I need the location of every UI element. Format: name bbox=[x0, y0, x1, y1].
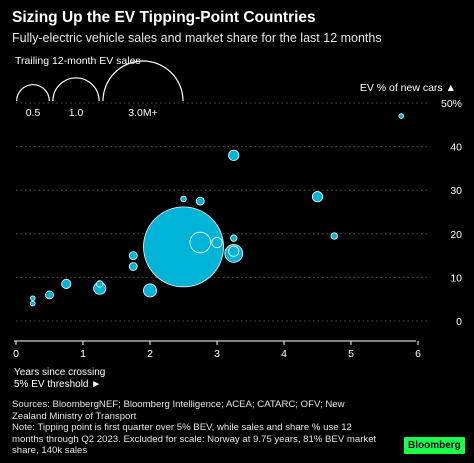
source-notes: Sources: BloombergNEF; Bloomberg Intelli… bbox=[12, 399, 392, 457]
data-bubble bbox=[128, 262, 138, 271]
y-axis-title: EV % of new cars ▲ bbox=[360, 82, 456, 94]
y-tick-label: 30 bbox=[450, 185, 462, 197]
chart-subtitle: Fully-electric vehicle sales and market … bbox=[12, 31, 382, 45]
y-tick-label: 0 bbox=[456, 316, 462, 328]
y-tick-label: 50% bbox=[441, 98, 462, 110]
size-legend-arc bbox=[52, 77, 100, 102]
size-legend-label: 0.5 bbox=[26, 107, 41, 119]
data-bubble bbox=[189, 231, 211, 254]
x-tick-label: 5 bbox=[348, 348, 354, 360]
data-bubble bbox=[311, 191, 324, 203]
data-bubble bbox=[211, 236, 223, 249]
x-tick-label: 0 bbox=[13, 348, 19, 360]
note-line3: share, 140k sales bbox=[12, 445, 88, 457]
x-tick-label: 2 bbox=[147, 348, 153, 360]
x-tick-label: 1 bbox=[80, 348, 86, 360]
data-bubble bbox=[195, 196, 205, 206]
data-bubble bbox=[29, 295, 36, 302]
data-bubble bbox=[61, 278, 72, 289]
sources-line2: Zealand Ministry of Transport bbox=[12, 410, 137, 422]
note-line1: Note: Tipping point is first quarter ove… bbox=[12, 422, 352, 434]
size-legend-label: 3.0M+ bbox=[128, 107, 157, 119]
data-bubble bbox=[180, 195, 187, 203]
sources-line1: Sources: BloombergNEF; Bloomberg Intelli… bbox=[12, 399, 345, 410]
bloomberg-logo: Bloomberg bbox=[404, 437, 465, 454]
data-bubble bbox=[330, 232, 338, 240]
y-tick-label: 40 bbox=[450, 142, 462, 154]
data-bubble bbox=[143, 206, 224, 288]
size-legend-arc bbox=[16, 84, 50, 102]
data-bubble bbox=[96, 280, 104, 288]
x-axis-title: Years since crossing 5% EV threshold ► bbox=[14, 367, 105, 391]
x-tick-label: 3 bbox=[214, 348, 220, 360]
x-tick-label: 6 bbox=[415, 348, 421, 360]
x-tick-label: 4 bbox=[281, 348, 287, 360]
data-bubble bbox=[45, 290, 54, 300]
size-legend-title: Trailing 12-month EV sales bbox=[15, 55, 141, 67]
data-bubble bbox=[228, 245, 240, 257]
size-legend-arc bbox=[102, 60, 184, 102]
y-tick-label: 10 bbox=[450, 272, 462, 284]
y-tick-label: 20 bbox=[450, 229, 462, 241]
chart-title: Sizing Up the EV Tipping-Point Countries bbox=[12, 9, 316, 26]
data-bubble bbox=[143, 283, 157, 298]
note-line2: months through Q2 2023. Excluded for sca… bbox=[12, 433, 377, 445]
data-bubble bbox=[230, 234, 238, 242]
data-bubble bbox=[128, 251, 138, 261]
x-axis-title-line2: 5% EV threshold ► bbox=[14, 379, 102, 390]
data-bubble bbox=[398, 113, 405, 119]
x-axis-title-line1: Years since crossing bbox=[14, 367, 106, 378]
size-legend-label: 1.0 bbox=[69, 107, 84, 119]
data-bubble bbox=[228, 149, 240, 161]
data-bubble bbox=[29, 300, 36, 307]
